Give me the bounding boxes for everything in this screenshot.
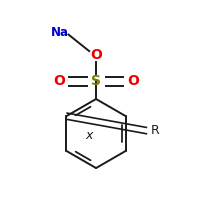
Text: S: S xyxy=(91,74,101,88)
Text: O: O xyxy=(127,74,139,88)
Text: Na: Na xyxy=(51,26,69,39)
Text: R: R xyxy=(151,124,160,137)
Text: O: O xyxy=(90,48,102,62)
Text: O: O xyxy=(53,74,65,88)
Text: x: x xyxy=(85,129,93,142)
